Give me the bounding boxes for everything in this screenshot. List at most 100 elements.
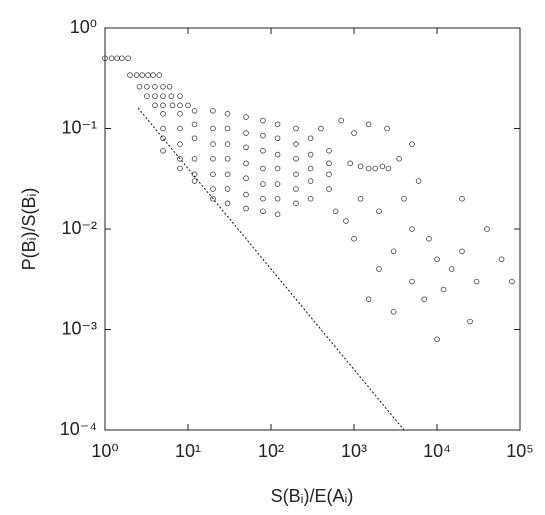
- point: [224, 111, 231, 117]
- point: [274, 165, 281, 172]
- point: [473, 278, 480, 285]
- point: [243, 130, 249, 136]
- point: [102, 55, 108, 62]
- point: [177, 155, 183, 162]
- point: [224, 200, 231, 207]
- point: [332, 208, 339, 215]
- point: [243, 160, 249, 167]
- point: [326, 147, 332, 154]
- point: [376, 208, 382, 215]
- point: [498, 256, 505, 263]
- point: [160, 135, 166, 142]
- point: [326, 160, 332, 167]
- point: [357, 163, 364, 170]
- point: [260, 195, 266, 202]
- point: [108, 55, 115, 62]
- point: [260, 208, 266, 215]
- point: [343, 218, 349, 224]
- point: [293, 171, 299, 178]
- point: [139, 72, 145, 78]
- x-tick-label: 10⁵: [506, 441, 533, 461]
- point: [177, 125, 183, 132]
- point: [243, 114, 249, 120]
- point: [177, 93, 183, 99]
- point: [127, 72, 133, 78]
- point: [365, 296, 372, 303]
- point: [293, 186, 299, 192]
- x-tick-label: 10⁴: [423, 441, 451, 461]
- x-tick-label: 10⁰: [91, 441, 118, 461]
- point: [307, 135, 314, 142]
- point: [152, 102, 158, 109]
- point: [351, 130, 357, 136]
- x-tick-label: 10²: [258, 441, 284, 461]
- point: [210, 195, 216, 202]
- y-axis-label: P(Bᵢ)/S(Bᵢ): [19, 188, 39, 271]
- point: [210, 125, 216, 132]
- point: [177, 165, 183, 172]
- point: [185, 102, 191, 109]
- point: [160, 83, 166, 90]
- point: [459, 195, 465, 202]
- point: [177, 102, 183, 109]
- point: [307, 195, 314, 202]
- point: [274, 211, 281, 218]
- point: [125, 55, 131, 62]
- point: [318, 125, 324, 132]
- point: [210, 108, 216, 114]
- point: [210, 155, 216, 162]
- point: [385, 165, 392, 172]
- point: [243, 144, 249, 151]
- point: [390, 248, 397, 255]
- point: [372, 165, 378, 172]
- point: [260, 117, 266, 124]
- point: [224, 155, 231, 162]
- point: [409, 226, 415, 232]
- point: [191, 135, 198, 142]
- point: [274, 151, 281, 158]
- point: [379, 163, 386, 170]
- point: [133, 72, 140, 78]
- point: [307, 178, 314, 184]
- point: [293, 125, 299, 132]
- point: [260, 147, 266, 154]
- point: [191, 155, 198, 162]
- point: [119, 55, 125, 62]
- point: [166, 83, 173, 90]
- point: [293, 141, 299, 147]
- point: [459, 248, 465, 255]
- point: [243, 175, 249, 182]
- point: [357, 195, 364, 202]
- point: [390, 309, 397, 315]
- point: [224, 186, 231, 192]
- point: [274, 195, 281, 202]
- point: [160, 102, 166, 109]
- point: [467, 318, 473, 325]
- y-tick-label: 10⁻³: [61, 318, 97, 338]
- point: [434, 336, 440, 343]
- point: [168, 93, 175, 99]
- point: [243, 191, 249, 198]
- point: [421, 296, 427, 303]
- point: [293, 200, 299, 207]
- point: [396, 155, 402, 162]
- point: [260, 132, 266, 139]
- point: [384, 125, 390, 132]
- point: [160, 111, 166, 117]
- point: [376, 266, 382, 272]
- point: [293, 155, 299, 162]
- point: [160, 125, 166, 132]
- point: [224, 171, 231, 178]
- point: [160, 147, 166, 154]
- point: [191, 121, 198, 128]
- point: [365, 121, 372, 128]
- point: [409, 141, 415, 147]
- point: [351, 235, 357, 242]
- x-axis-label: S(Bᵢ)/E(Aᵢ): [271, 486, 354, 506]
- point: [114, 55, 120, 62]
- point: [484, 226, 490, 232]
- point: [434, 256, 440, 263]
- x-tick-label: 10³: [341, 441, 367, 461]
- point: [274, 181, 281, 187]
